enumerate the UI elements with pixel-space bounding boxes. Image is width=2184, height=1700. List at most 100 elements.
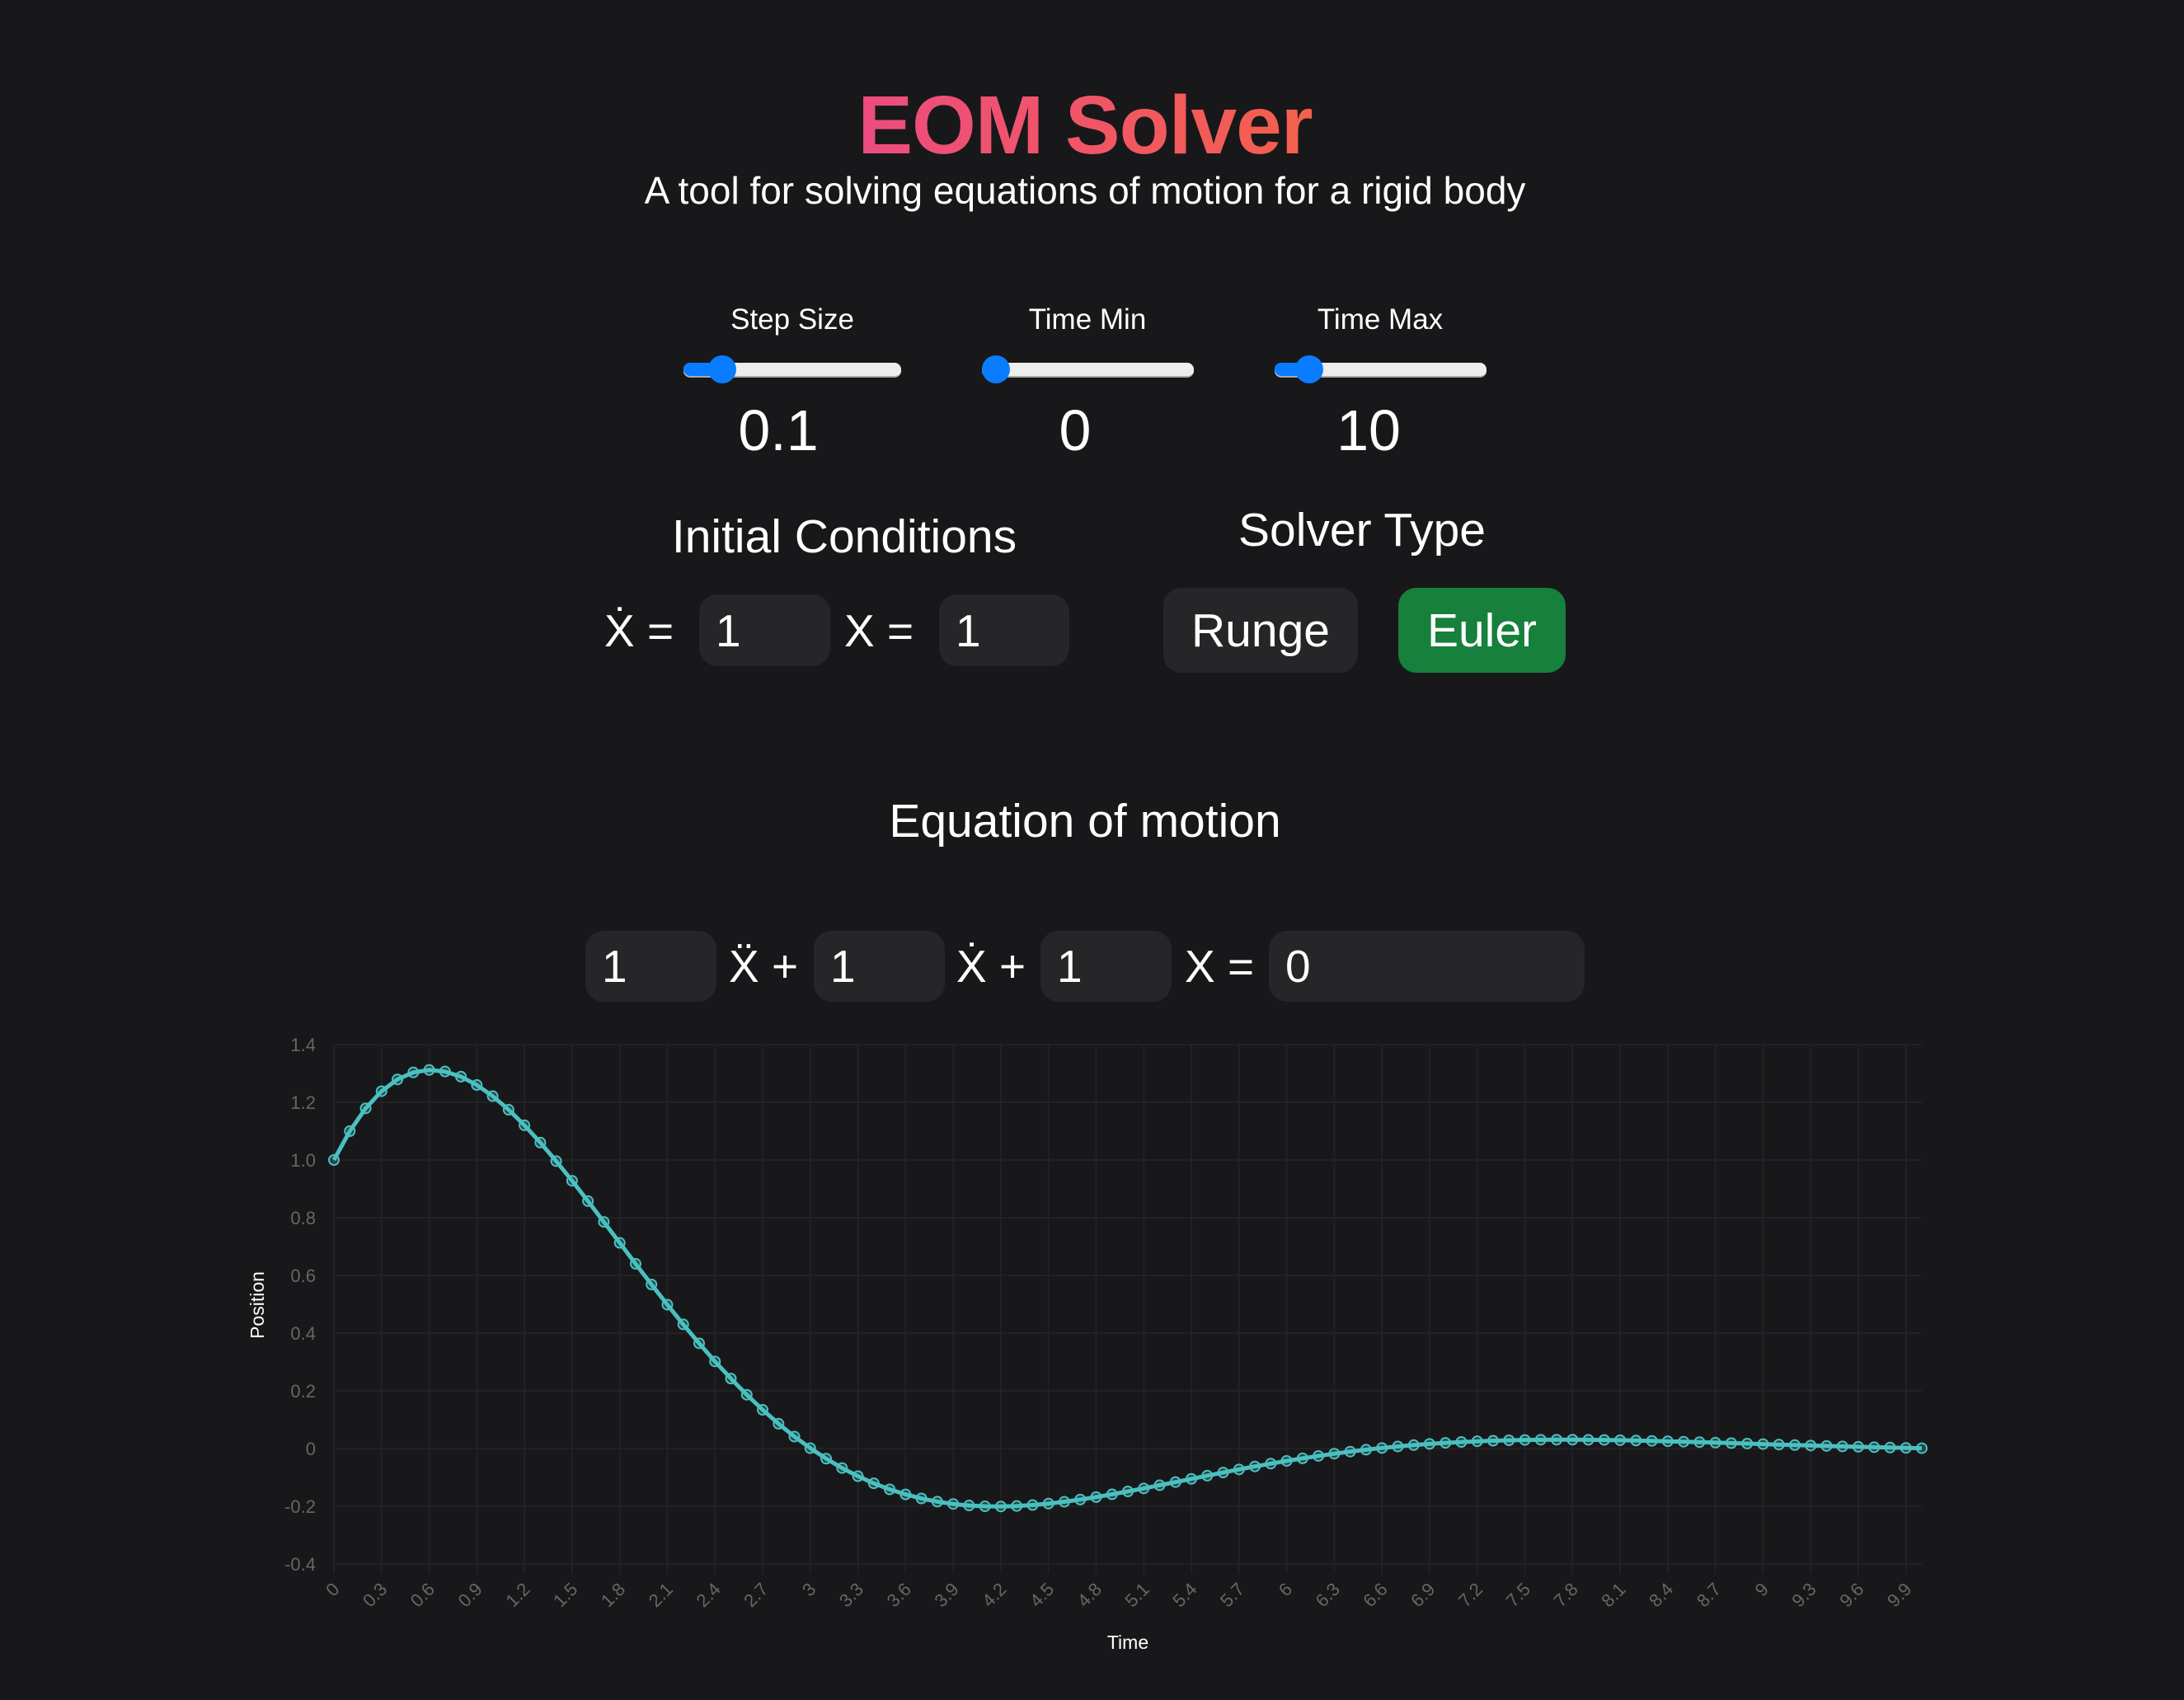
data-point <box>1186 1472 1198 1485</box>
slider-thumb[interactable] <box>982 355 1010 383</box>
data-point <box>1773 1439 1785 1451</box>
data-point <box>979 1500 991 1513</box>
y-tick-label: -0.2 <box>284 1496 316 1517</box>
data-point <box>1661 1435 1674 1448</box>
data-point <box>867 1477 880 1490</box>
time-max-value: 10 <box>1336 398 1401 463</box>
x-tick-label: 4.2 <box>978 1579 1010 1611</box>
data-point <box>1551 1434 1563 1446</box>
data-point <box>709 1355 721 1368</box>
x-tick-label: 7.8 <box>1550 1579 1582 1611</box>
initial-velocity-input[interactable]: 1 <box>699 594 830 666</box>
runge-button[interactable]: Runge <box>1163 588 1358 673</box>
data-point <box>740 1388 753 1401</box>
x-tick-label: 9.6 <box>1835 1579 1867 1611</box>
step-size-slider[interactable] <box>683 355 901 383</box>
y-tick-labels: 1.4 1.2 1.0 0.8 0.6 0.4 0.2 0 -0.2 -0.4 <box>284 1035 316 1575</box>
x-tick-label: 8.1 <box>1597 1579 1629 1611</box>
data-point <box>1630 1435 1642 1447</box>
x-tick-label: 0.6 <box>406 1579 439 1611</box>
x-tick-label: 7.2 <box>1454 1579 1487 1611</box>
y-tick-label: 0.8 <box>290 1208 316 1228</box>
data-point <box>486 1090 499 1102</box>
data-point <box>1741 1437 1754 1449</box>
data-point <box>407 1066 420 1078</box>
initial-position-input[interactable]: 1 <box>939 594 1069 666</box>
x-tick-label: 9.3 <box>1787 1579 1820 1611</box>
data-point <box>1725 1437 1737 1449</box>
x-tick-label: 3 <box>798 1579 820 1600</box>
time-min-slider[interactable] <box>982 355 1194 383</box>
data-point <box>1678 1435 1690 1448</box>
accel-coefficient-input[interactable]: 1 <box>585 931 716 1002</box>
data-point <box>566 1175 578 1187</box>
data-point <box>1090 1491 1102 1503</box>
data-point <box>1106 1488 1118 1500</box>
position-coefficient-input[interactable]: 1 <box>1040 931 1172 1002</box>
data-point <box>1836 1440 1848 1453</box>
data-point <box>1233 1463 1245 1476</box>
solver-type-heading: Solver Type <box>1238 504 1486 556</box>
data-point <box>836 1462 848 1474</box>
data-point <box>1519 1434 1531 1446</box>
series-points <box>328 1064 1928 1513</box>
time-max-label: Time Max <box>1317 303 1444 336</box>
x-tick-label: 6.9 <box>1407 1579 1439 1611</box>
y-tick-label: 0 <box>306 1439 316 1459</box>
x-tick-label: 9.9 <box>1883 1579 1915 1611</box>
x-tick-label: 6 <box>1275 1579 1296 1600</box>
x-tick-label: 0.9 <box>454 1579 486 1611</box>
x-tick-label: 2.1 <box>645 1579 677 1611</box>
data-point <box>1249 1460 1261 1472</box>
slider-thumb[interactable] <box>707 355 736 383</box>
initial-conditions-heading: Initial Conditions <box>671 510 1017 563</box>
data-point <box>359 1102 372 1115</box>
time-min-label: Time Min <box>1028 303 1147 336</box>
data-point <box>519 1119 531 1131</box>
x-tick-label: 5.4 <box>1168 1579 1200 1611</box>
data-point <box>1344 1445 1356 1458</box>
data-point <box>1693 1436 1706 1449</box>
slider-thumb[interactable] <box>1294 355 1323 383</box>
velocity-coefficient-input[interactable]: 1 <box>814 931 945 1002</box>
euler-button[interactable]: Euler <box>1398 588 1566 673</box>
data-point <box>1074 1493 1087 1505</box>
data-point <box>1805 1439 1817 1452</box>
data-point <box>439 1065 451 1078</box>
data-point <box>899 1488 912 1500</box>
data-point <box>455 1070 467 1082</box>
data-point <box>820 1453 833 1465</box>
x-tick-label: 0.3 <box>359 1579 391 1611</box>
x-tick-label: 5.1 <box>1120 1579 1153 1611</box>
data-point <box>1169 1476 1181 1488</box>
data-point <box>1360 1444 1372 1456</box>
data-point <box>1900 1442 1912 1454</box>
data-point <box>582 1195 594 1207</box>
x-axis-title: Time <box>1107 1632 1148 1653</box>
data-point <box>661 1298 674 1311</box>
data-point <box>629 1257 641 1270</box>
data-point <box>1757 1438 1769 1450</box>
data-point <box>915 1492 928 1505</box>
data-point <box>1423 1438 1435 1450</box>
data-point <box>773 1417 785 1430</box>
data-point <box>1534 1434 1547 1446</box>
x-tick-label: 9 <box>1751 1579 1773 1600</box>
rhs-input[interactable]: 0 <box>1269 931 1585 1002</box>
data-point <box>1407 1439 1420 1451</box>
data-point <box>1392 1440 1404 1453</box>
data-point <box>375 1085 387 1097</box>
x-tick-label: 2.7 <box>740 1579 772 1611</box>
data-point <box>1582 1434 1595 1446</box>
data-point <box>1265 1458 1277 1470</box>
data-point <box>931 1496 943 1508</box>
data-point <box>646 1278 658 1290</box>
step-size-label: Step Size <box>730 303 854 336</box>
data-point <box>1296 1452 1308 1464</box>
data-point <box>328 1154 340 1166</box>
data-point <box>804 1442 816 1454</box>
data-point <box>757 1403 769 1416</box>
time-max-slider[interactable] <box>1275 355 1487 383</box>
data-point <box>344 1125 356 1137</box>
